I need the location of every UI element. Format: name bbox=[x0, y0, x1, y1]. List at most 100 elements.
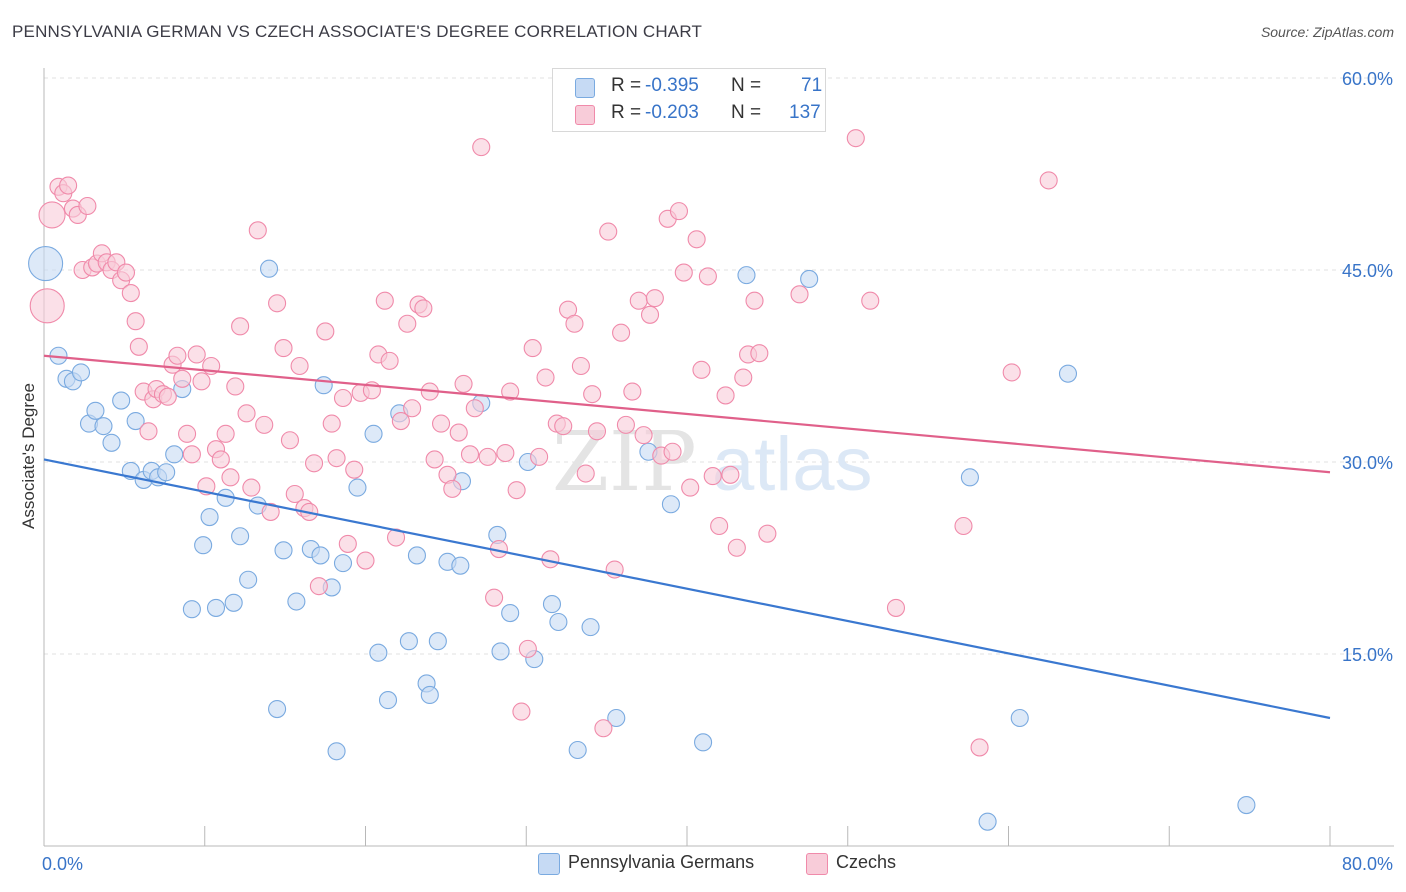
data-point bbox=[1039, 171, 1058, 190]
data-point bbox=[285, 484, 304, 504]
data-point bbox=[29, 288, 65, 324]
data-point bbox=[216, 424, 235, 443]
data-point bbox=[594, 719, 613, 738]
watermark: ZIP atlas bbox=[552, 415, 873, 510]
chart-source: Source: ZipAtlas.com bbox=[1260, 24, 1394, 40]
data-point bbox=[571, 356, 590, 376]
legend-n-value: 137 bbox=[789, 102, 821, 123]
data-point bbox=[364, 424, 383, 443]
data-point bbox=[178, 424, 197, 443]
data-point bbox=[970, 738, 989, 757]
grid-lines bbox=[44, 77, 1394, 655]
data-point bbox=[460, 445, 480, 464]
data-point bbox=[348, 478, 367, 497]
data-point bbox=[139, 422, 158, 441]
data-point bbox=[239, 570, 258, 589]
data-point bbox=[237, 404, 256, 423]
data-point bbox=[960, 468, 979, 487]
data-point bbox=[280, 431, 299, 450]
data-point bbox=[121, 283, 140, 303]
data-point bbox=[305, 454, 324, 473]
data-point bbox=[391, 411, 410, 431]
data-point bbox=[661, 495, 680, 514]
data-point bbox=[694, 733, 713, 752]
data-point bbox=[645, 289, 664, 308]
data-point bbox=[94, 417, 113, 436]
legend-n-value: 71 bbox=[801, 75, 823, 96]
data-point bbox=[861, 291, 880, 310]
data-point bbox=[165, 445, 184, 464]
data-point bbox=[587, 422, 607, 441]
data-point bbox=[356, 551, 375, 570]
data-point bbox=[333, 554, 353, 573]
data-point bbox=[750, 344, 769, 363]
data-point bbox=[790, 285, 809, 304]
data-point bbox=[496, 443, 515, 463]
data-point bbox=[681, 478, 700, 497]
data-point bbox=[192, 372, 211, 391]
data-point bbox=[1010, 708, 1029, 728]
data-point bbox=[663, 442, 682, 461]
data-point bbox=[472, 138, 491, 157]
data-point bbox=[478, 447, 497, 466]
data-point bbox=[327, 742, 346, 761]
data-point bbox=[800, 269, 819, 289]
data-point bbox=[634, 426, 653, 445]
data-point bbox=[542, 595, 562, 614]
chart-title: PENNSYLVANIA GERMAN VS CZECH ASSOCIATE'S… bbox=[12, 22, 703, 41]
data-point bbox=[102, 433, 121, 452]
data-point bbox=[623, 382, 642, 401]
data-point bbox=[311, 546, 330, 565]
data-point bbox=[290, 356, 309, 376]
data-point bbox=[758, 524, 777, 543]
data-point bbox=[129, 337, 148, 356]
data-point bbox=[261, 502, 280, 521]
data-point bbox=[451, 556, 470, 575]
data-point bbox=[187, 345, 206, 364]
data-point bbox=[314, 376, 333, 395]
x-tick-label-min: 0.0% bbox=[42, 854, 83, 874]
data-point bbox=[549, 612, 568, 632]
watermark-atlas: atlas bbox=[712, 422, 873, 507]
data-point bbox=[721, 465, 740, 484]
data-point bbox=[443, 479, 462, 498]
y-tick-label: 60.0% bbox=[1342, 69, 1393, 89]
data-point bbox=[221, 468, 240, 487]
data-point bbox=[716, 386, 735, 405]
data-point bbox=[687, 230, 706, 249]
data-point bbox=[669, 202, 689, 221]
data-point bbox=[727, 538, 746, 557]
bottom-legend-swatch-pink bbox=[806, 853, 828, 875]
data-point bbox=[211, 450, 230, 469]
trend-line bbox=[43, 458, 1331, 720]
data-point bbox=[28, 246, 64, 282]
data-point bbox=[182, 600, 201, 619]
data-point bbox=[378, 691, 398, 710]
data-point bbox=[501, 382, 520, 401]
data-point bbox=[485, 588, 504, 607]
data-point bbox=[403, 399, 422, 418]
data-point bbox=[698, 267, 717, 286]
data-point bbox=[512, 702, 531, 721]
data-point bbox=[333, 388, 353, 408]
legend-r-label: R = bbox=[611, 102, 642, 123]
data-point bbox=[309, 577, 328, 596]
data-point bbox=[327, 449, 346, 468]
data-point bbox=[126, 312, 145, 331]
data-point bbox=[1237, 795, 1256, 815]
data-point bbox=[380, 351, 399, 370]
data-point bbox=[322, 414, 341, 433]
bottom-legend-label: Pennsylvania Germans bbox=[568, 852, 755, 872]
data-point bbox=[629, 291, 648, 310]
series-pennsylvania-germans bbox=[28, 246, 1256, 831]
data-point bbox=[465, 399, 484, 418]
y-tick-labels: 60.0% 45.0% 30.0% 15.0% bbox=[1342, 69, 1393, 665]
y-tick-label: 30.0% bbox=[1342, 453, 1393, 473]
data-point bbox=[703, 467, 722, 486]
data-point bbox=[640, 305, 660, 324]
data-point bbox=[386, 528, 406, 547]
data-point bbox=[182, 445, 201, 464]
data-point bbox=[158, 387, 177, 406]
data-point bbox=[536, 368, 555, 387]
data-point bbox=[268, 699, 287, 719]
